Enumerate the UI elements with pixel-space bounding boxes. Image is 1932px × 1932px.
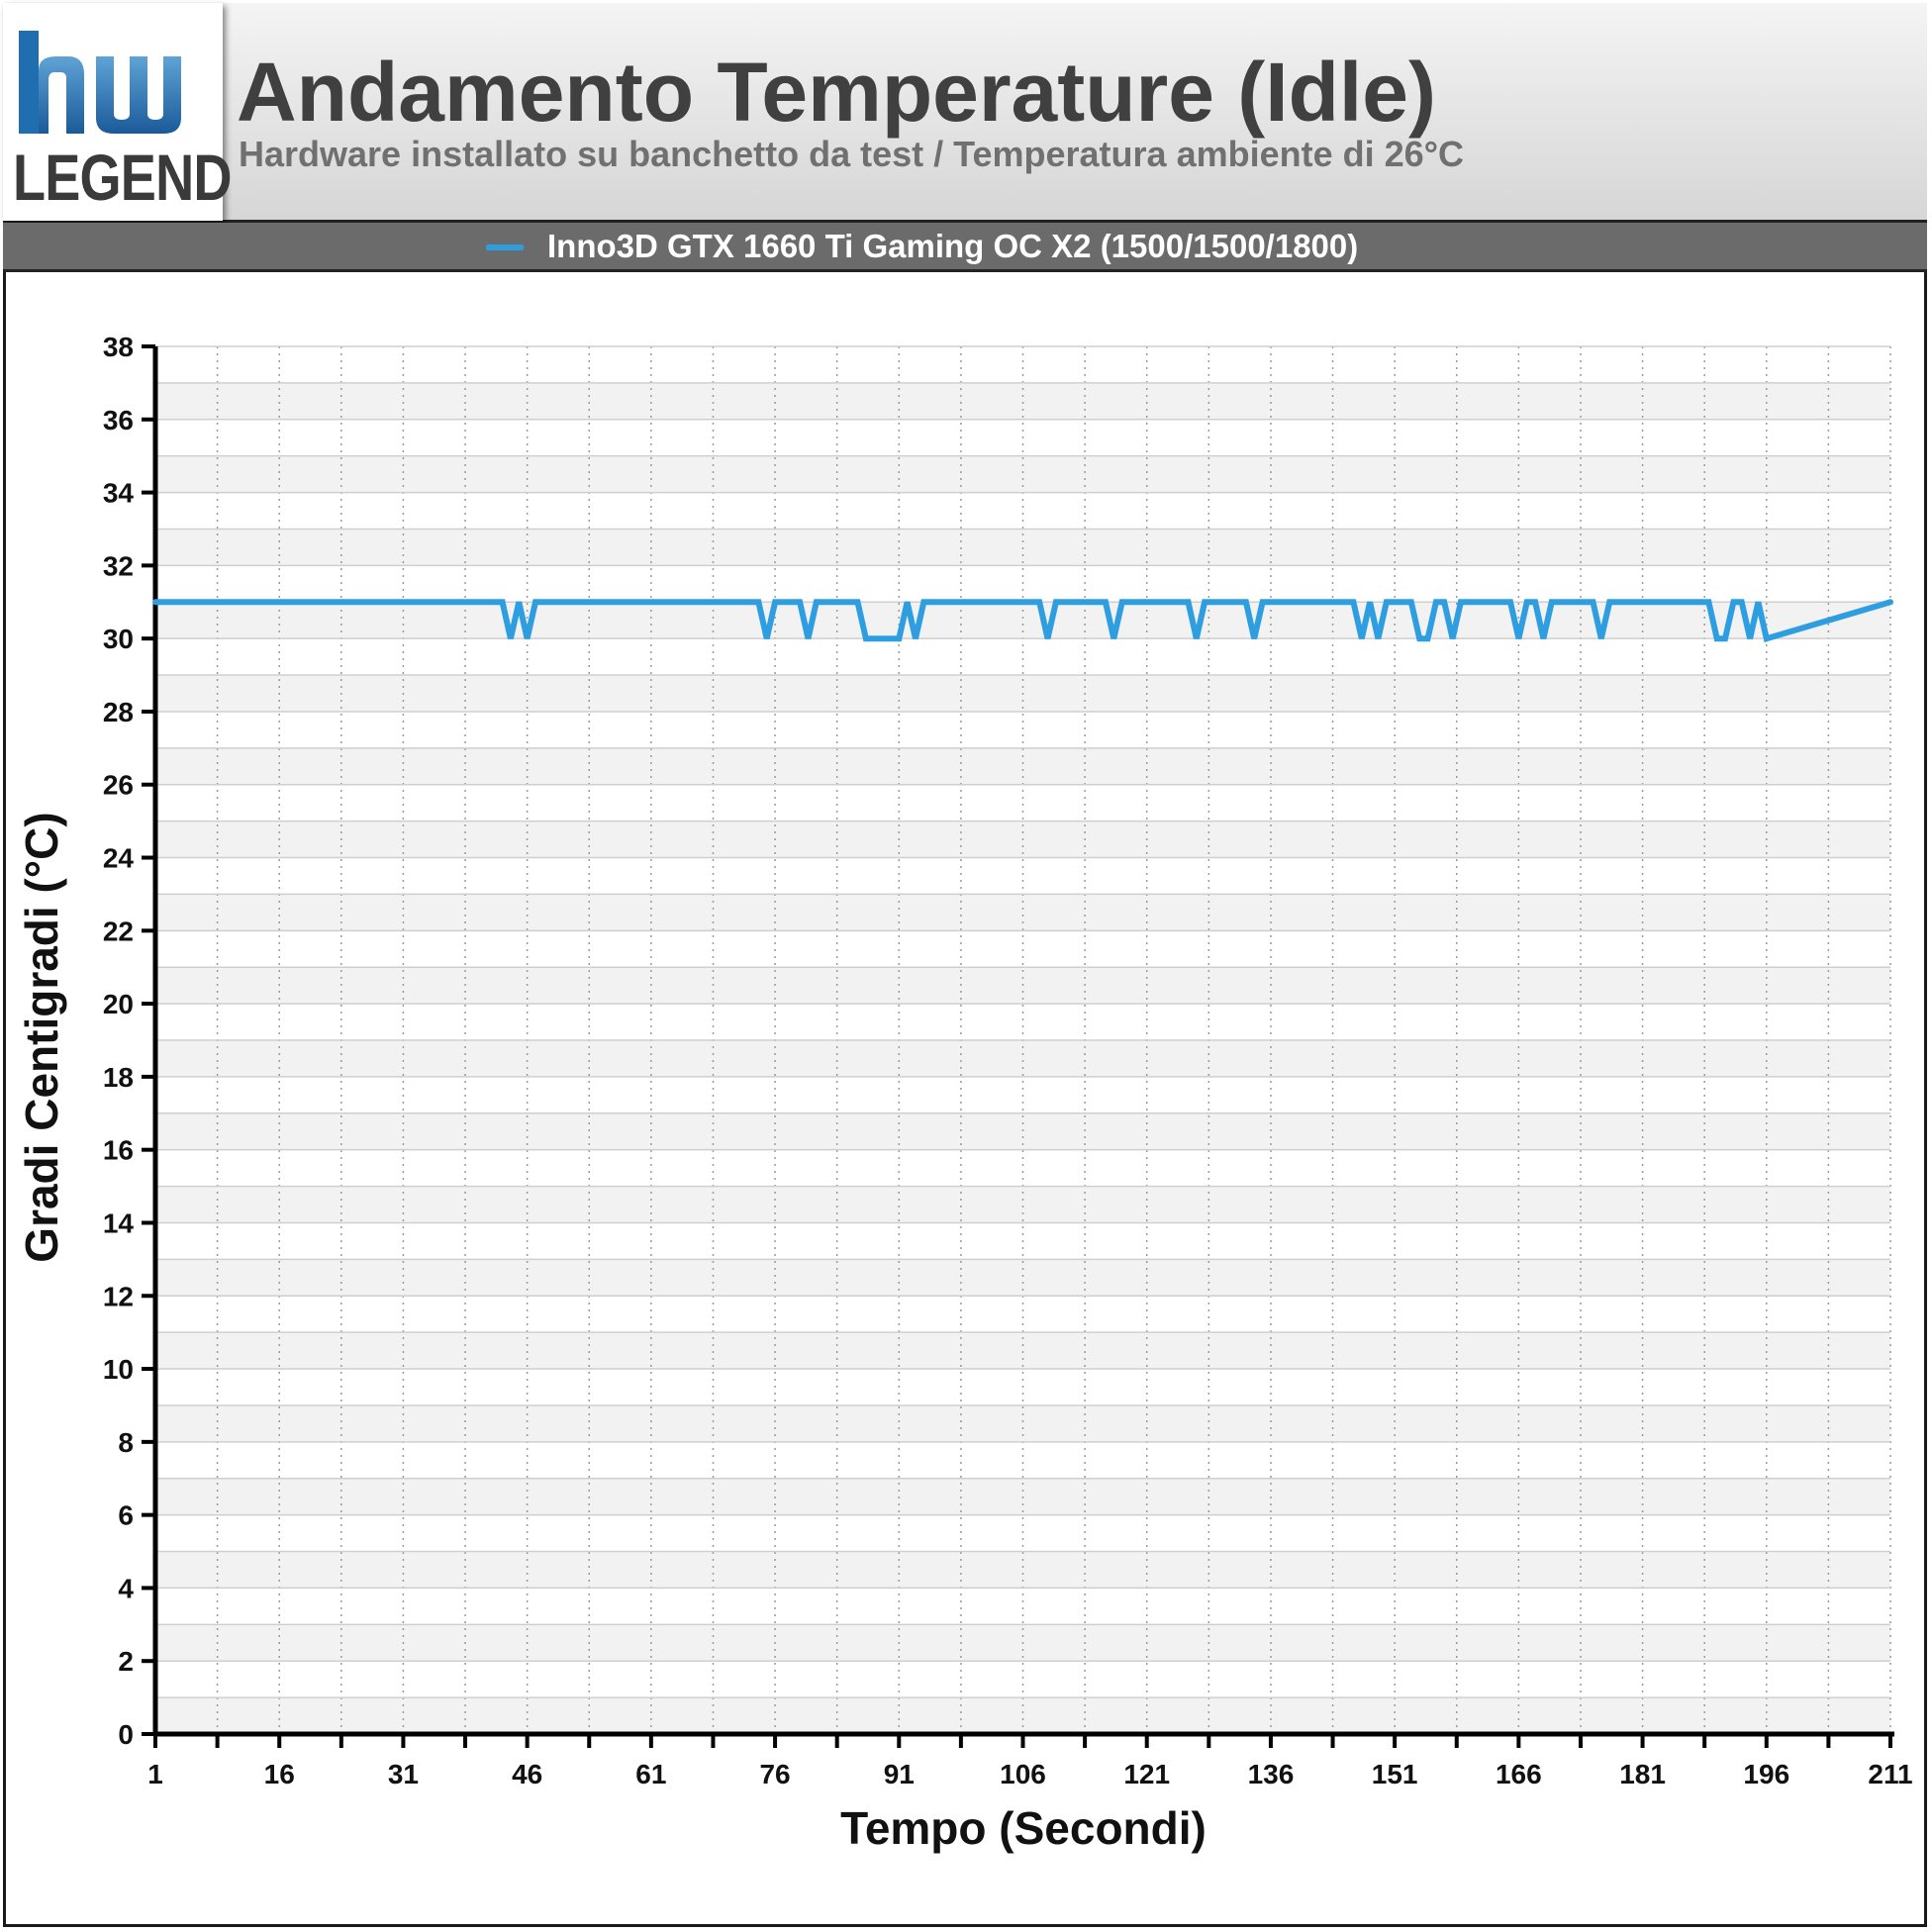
- y-tick-label: 6: [118, 1500, 134, 1531]
- x-tick-label: 1: [147, 1759, 163, 1789]
- y-tick-label: 34: [103, 478, 135, 509]
- x-tick-label: 166: [1496, 1759, 1542, 1789]
- y-axis-label: Gradi Centigradi (°C): [16, 812, 67, 1262]
- plot-bands: [155, 382, 1890, 1734]
- plot-band: [155, 455, 1890, 493]
- x-tick-label: 16: [264, 1759, 295, 1789]
- y-tick-label: 0: [118, 1719, 134, 1750]
- x-tick-label: 91: [884, 1759, 915, 1789]
- chart-subtitle: Hardware installato su banchetto da test…: [239, 134, 1465, 174]
- x-tick-label: 31: [388, 1759, 419, 1789]
- x-axis-ticks: 1 16 31 46 61 76 91 106 121 136 151 166 181 196 211: [147, 1734, 1913, 1789]
- x-tick-label: 106: [1000, 1759, 1046, 1789]
- y-tick-label: 24: [103, 843, 135, 874]
- horizontal-gridlines: [155, 345, 1890, 1698]
- x-tick-label: 196: [1743, 1759, 1789, 1789]
- plot-band: [155, 894, 1890, 931]
- plot-band: [155, 1040, 1890, 1077]
- x-tick-label: 121: [1123, 1759, 1170, 1789]
- x-tick-label: 76: [759, 1759, 790, 1789]
- y-tick-label: 12: [103, 1281, 134, 1311]
- x-tick-label: 136: [1248, 1759, 1295, 1789]
- x-tick-label: 211: [1868, 1759, 1912, 1789]
- site-logo: LEGEND: [3, 3, 232, 221]
- y-tick-label: 36: [103, 405, 134, 435]
- plot-band: [155, 602, 1890, 639]
- y-tick-label: 32: [103, 550, 134, 581]
- series-layer: [152, 599, 1893, 642]
- plot-band: [155, 1551, 1890, 1589]
- chart-frame: [3, 3, 1927, 1927]
- x-tick-label: 46: [512, 1759, 542, 1789]
- x-tick-label: 181: [1619, 1759, 1666, 1789]
- y-tick-label: 14: [103, 1208, 135, 1238]
- chart-header: LEGEND Andamento Temperature (Idle) Hard…: [3, 3, 1927, 223]
- logo-text: LEGEND: [13, 141, 232, 214]
- legend-swatch: [486, 244, 524, 250]
- y-tick-label: 16: [103, 1135, 134, 1166]
- y-tick-label: 38: [103, 332, 134, 362]
- y-tick-label: 22: [103, 916, 134, 946]
- y-tick-label: 20: [103, 989, 134, 1019]
- plot-band: [155, 1697, 1890, 1734]
- y-tick-label: 2: [118, 1646, 134, 1677]
- legend-series-label: Inno3D GTX 1660 Ti Gaming OC X2 (1500/15…: [547, 228, 1359, 264]
- plot-band: [155, 747, 1890, 785]
- y-tick-label: 8: [118, 1427, 134, 1458]
- chart-title: Andamento Temperature (Idle): [237, 46, 1436, 139]
- y-tick-label: 10: [103, 1354, 134, 1385]
- series-line: [152, 599, 1893, 642]
- x-tick-label: 151: [1372, 1759, 1418, 1789]
- y-tick-label: 26: [103, 770, 134, 801]
- y-tick-label: 18: [103, 1062, 134, 1093]
- y-tick-label: 28: [103, 697, 134, 727]
- y-tick-label: 4: [118, 1573, 134, 1603]
- x-axis-label: Tempo (Secondi): [840, 1802, 1207, 1854]
- hwlegend-logo-icon: [19, 31, 181, 134]
- legend: Inno3D GTX 1660 Ti Gaming OC X2 (1500/15…: [3, 223, 1927, 272]
- plot-band: [155, 1404, 1890, 1442]
- y-tick-label: 30: [103, 624, 134, 654]
- x-tick-label: 61: [635, 1759, 666, 1789]
